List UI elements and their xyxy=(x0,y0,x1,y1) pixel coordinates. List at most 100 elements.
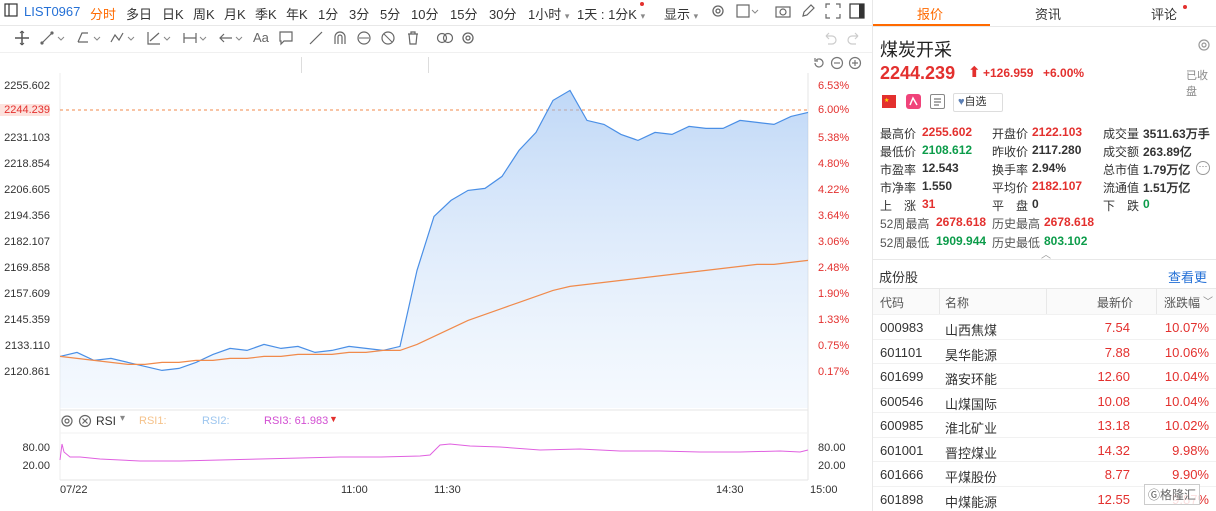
hour-select-value: 1小时 xyxy=(528,7,562,22)
cell-name: 中煤能源 xyxy=(945,494,998,510)
period-tab-5min[interactable]: 5分 xyxy=(380,7,401,22)
layout-select-icon[interactable] xyxy=(736,3,760,22)
current-price-axis-label: 2244.239 xyxy=(0,104,50,116)
period-tab-1min[interactable]: 1分 xyxy=(318,7,339,22)
period-tab-30min[interactable]: 30分 xyxy=(489,7,517,22)
cell-name: 潞安环能 xyxy=(945,372,998,387)
rsi-close-icon[interactable] xyxy=(78,414,92,431)
period-tab-daily[interactable]: 日K xyxy=(162,7,184,22)
fibonacci-tool-icon[interactable] xyxy=(146,30,174,49)
period-tab-monthly[interactable]: 月K xyxy=(224,7,246,22)
table-header-price[interactable]: 最新价 xyxy=(1097,296,1134,310)
fullscreen-icon[interactable] xyxy=(825,3,841,22)
wk52-high-value: 2678.618 xyxy=(936,215,987,229)
settings-gear-icon[interactable] xyxy=(1197,38,1211,55)
table-row[interactable]: 600546 山煤国际 10.08 10.04% xyxy=(873,387,1216,413)
period-tab-15min[interactable]: 15分 xyxy=(450,7,478,22)
comment-tool-icon[interactable] xyxy=(278,30,294,49)
display-label: 显示 xyxy=(664,7,691,22)
undo-icon[interactable] xyxy=(822,30,838,49)
tab-news[interactable]: 资讯 xyxy=(1035,7,1062,22)
settings-gear-icon[interactable] xyxy=(710,3,726,22)
cell-price: 10.08 xyxy=(1097,393,1130,409)
zoom-in-icon[interactable] xyxy=(848,56,862,73)
add-watchlist-button[interactable]: ♥自选 xyxy=(953,93,1003,112)
drawing-settings-icon[interactable] xyxy=(460,30,476,49)
wk52-high-label: 52周最高 xyxy=(880,217,930,231)
more-options-icon[interactable]: ··· xyxy=(1196,161,1210,175)
table-header-name: 名称 xyxy=(945,296,970,310)
lock-drawing-icon[interactable] xyxy=(356,30,372,49)
active-tab-indicator xyxy=(873,24,990,26)
zoom-out-icon[interactable] xyxy=(830,56,844,73)
sort-chevron-icon[interactable]: ﹀ xyxy=(1203,297,1213,308)
table-header-pct[interactable]: 涨跌幅 xyxy=(1164,296,1201,310)
panel-toggle-icon[interactable] xyxy=(849,3,865,22)
quote-value: 263.89亿 xyxy=(1143,145,1192,159)
toolbar-divider xyxy=(301,57,302,73)
cell-price: 7.88 xyxy=(1104,344,1130,360)
pencil-icon[interactable] xyxy=(800,3,816,22)
table-row[interactable]: 601699 潞安环能 12.60 10.04% xyxy=(873,363,1216,388)
arrow-tool-icon[interactable] xyxy=(218,30,246,49)
chart-reset-icon[interactable] xyxy=(812,56,826,73)
cell-price: 8.77 xyxy=(1104,467,1130,482)
ticker-symbol[interactable]: LIST0967 xyxy=(24,4,81,19)
market-status: 已收盘 xyxy=(1186,70,1208,98)
document-icon[interactable] xyxy=(930,94,945,109)
quote-label: 流通值 xyxy=(1103,181,1140,195)
quote-value: 0 xyxy=(1143,197,1150,211)
collapse-chevron-icon[interactable]: ︿ xyxy=(1041,250,1051,261)
crosshair-icon[interactable] xyxy=(14,30,30,49)
trash-icon[interactable] xyxy=(405,30,421,49)
table-row[interactable]: 601101 昊华能源 7.88 10.06% xyxy=(873,338,1216,364)
hour-select[interactable]: 1小时 ▾ xyxy=(528,4,569,23)
y-axis-tick-left: 2182.107 xyxy=(4,236,50,248)
chevron-down-icon: ▾ xyxy=(640,11,646,21)
table-row[interactable]: 000983 山西焦煤 7.54 10.07% xyxy=(873,314,1216,339)
compare-icon[interactable] xyxy=(436,30,454,49)
ruler-icon[interactable] xyxy=(308,30,324,49)
period-tab-multiday[interactable]: 多日 xyxy=(126,7,153,22)
magnet-icon[interactable] xyxy=(332,30,348,49)
camera-icon[interactable] xyxy=(775,3,791,22)
rsi-settings-icon[interactable] xyxy=(60,414,74,431)
period-tab-weekly[interactable]: 周K xyxy=(193,7,215,22)
redo-icon[interactable] xyxy=(846,30,862,49)
column-divider xyxy=(1156,289,1157,314)
display-dropdown[interactable]: 显示 ▾ xyxy=(664,4,698,23)
wave-tool-icon[interactable] xyxy=(110,30,138,49)
text-tool-icon[interactable]: Aa xyxy=(253,30,269,45)
period-tab-intraday[interactable]: 分时 xyxy=(90,7,117,22)
tab-comments[interactable]: 评论 xyxy=(1151,7,1178,22)
cell-code: 601101 xyxy=(880,344,923,360)
period-tab-quarterly[interactable]: 季K xyxy=(255,7,277,22)
y-axis-tick-right: 0.75% xyxy=(818,340,850,352)
tab-quote[interactable]: 报价 xyxy=(917,7,944,22)
hide-drawing-icon[interactable] xyxy=(380,30,396,49)
cell-pct: 10.04% xyxy=(1164,369,1209,384)
quote-label: 最高价 xyxy=(880,127,917,141)
table-row[interactable]: 601001 晋控煤业 14.32 9.98% xyxy=(873,436,1216,462)
quote-label: 下 跌 xyxy=(1103,199,1140,213)
intraday-chart[interactable] xyxy=(0,0,872,511)
trendline-icon[interactable] xyxy=(40,30,68,49)
sidebar-toggle-icon[interactable] xyxy=(4,3,18,20)
quote-label: 平 盘 xyxy=(992,199,1029,213)
sector-tag-icon[interactable] xyxy=(906,94,921,109)
period-tab-yearly[interactable]: 年K xyxy=(286,7,308,22)
table-row[interactable]: 600985 淮北矿业 13.18 10.02% xyxy=(873,412,1216,437)
quote-label: 最低价 xyxy=(880,145,917,159)
period-tab-3min[interactable]: 3分 xyxy=(349,7,370,22)
day-select[interactable]: 1天 : 1分K ▾ xyxy=(577,4,645,23)
notification-dot xyxy=(640,2,644,6)
period-tab-10min[interactable]: 10分 xyxy=(411,7,439,22)
quote-label: 平均价 xyxy=(992,181,1029,195)
measure-tool-icon[interactable] xyxy=(182,30,210,49)
table-row[interactable]: 601666 平煤股份 8.77 9.90% xyxy=(873,461,1216,486)
wk52-low-label: 52周最低 xyxy=(880,236,930,250)
column-divider xyxy=(1046,289,1047,314)
panel-tab-bar xyxy=(873,0,1216,27)
channel-tool-icon[interactable] xyxy=(76,30,104,49)
chevron-down-icon[interactable]: ▾ xyxy=(120,413,126,424)
